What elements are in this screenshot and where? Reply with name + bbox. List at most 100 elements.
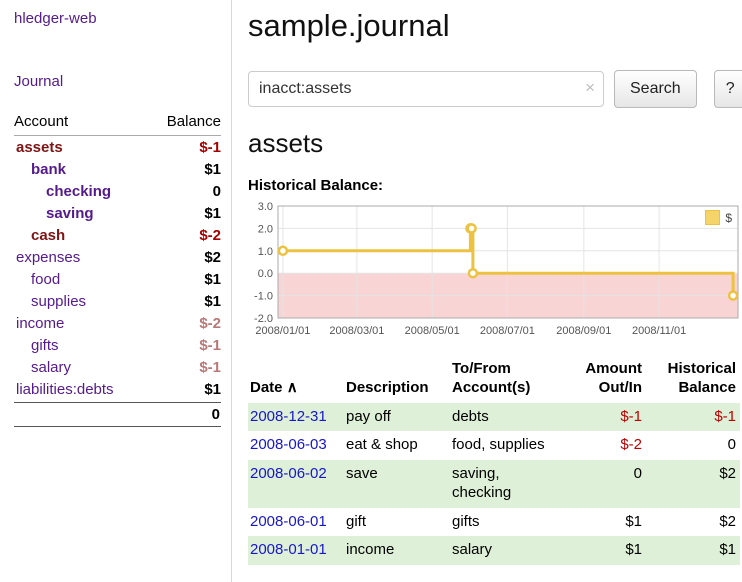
search-form: × Search ? — [248, 70, 742, 108]
transaction-date-link[interactable]: 2008-06-02 — [250, 464, 327, 482]
cell-historical-balance: $1 — [719, 541, 736, 558]
column-header-historical-balance: Historical Balance — [667, 360, 736, 396]
cell-accounts: saving, checking — [452, 464, 512, 502]
svg-text:1.0: 1.0 — [258, 246, 273, 258]
account-row: gifts $-1 — [14, 334, 221, 356]
sort-ascending-icon: ∧ — [286, 378, 298, 396]
clear-search-icon[interactable]: × — [585, 78, 595, 97]
cell-amount: $-1 — [620, 407, 642, 425]
register-header-row: Date ∧ Description To/From Account(s) Am… — [248, 358, 740, 403]
account-balance: $1 — [204, 380, 221, 398]
column-header-accounts: To/From Account(s) — [452, 360, 531, 396]
account-balance: $2 — [204, 248, 221, 266]
column-header-date[interactable]: Date ∧ — [250, 378, 298, 396]
svg-text:3.0: 3.0 — [258, 201, 273, 213]
cell-description: pay off — [346, 407, 391, 425]
svg-text:2.0: 2.0 — [258, 223, 273, 235]
cell-accounts: gifts — [452, 512, 480, 530]
cell-date: 2008-12-31 — [248, 403, 344, 432]
account-row: bank $1 — [14, 158, 221, 180]
search-input[interactable] — [248, 71, 604, 107]
sidebar-account-salary[interactable]: salary — [31, 358, 72, 376]
register-row[interactable]: 2008-06-03 eat & shop food, supplies $-2 0 — [248, 431, 740, 460]
search-button[interactable]: Search — [614, 70, 697, 108]
account-balance: 0 — [212, 182, 221, 200]
account-row: expenses $2 — [14, 246, 221, 268]
cell-historical-balance: $2 — [719, 512, 736, 530]
account-balance: $-1 — [199, 358, 221, 376]
main-content: sample.journal × Search ? assets Histori… — [248, 0, 742, 565]
sidebar-account-gifts[interactable]: gifts — [31, 336, 59, 354]
account-balance: $-1 — [199, 138, 221, 156]
sidebar-account-liabilities-debts[interactable]: liabilities:debts — [16, 380, 114, 398]
balance-chart: 3.0 2.0 1.0 0.0 -1.0 -2.0 2008/01/01 2008/03/01… — [248, 200, 740, 340]
register-row[interactable]: 2008-12-31 pay off debts $-1 $-1 — [248, 402, 740, 432]
cell-description: save — [346, 464, 378, 482]
account-balance: $-2 — [199, 226, 221, 244]
account-balance: $1 — [204, 270, 221, 288]
cell-description: eat & shop — [346, 436, 418, 453]
cell-date: 2008-06-03 — [248, 431, 344, 460]
svg-text:-1.0: -1.0 — [254, 291, 273, 303]
account-balance: $-2 — [199, 314, 221, 332]
chart-title: Historical Balance: — [248, 177, 384, 194]
register-table: Date ∧ Description To/From Account(s) Am… — [248, 358, 740, 565]
cell-date: 2008-06-01 — [248, 508, 344, 537]
svg-text:0.0: 0.0 — [258, 268, 273, 280]
sidebar-account-bank[interactable]: bank — [31, 160, 67, 178]
account-balance: $1 — [204, 204, 221, 222]
sidebar-account-cash[interactable]: cash — [31, 226, 66, 244]
total-row: 0 — [14, 402, 221, 427]
cell-date: 2008-01-01 — [248, 536, 344, 565]
account-row: liabilities:debts $1 — [14, 378, 221, 400]
series-swatch-icon — [705, 210, 721, 225]
account-row: supplies $1 — [14, 290, 221, 312]
cell-historical-balance: $-1 — [714, 407, 736, 425]
series-label: $ — [725, 210, 732, 225]
account-row: saving $1 — [14, 202, 221, 224]
svg-text:2008/11/01: 2008/11/01 — [632, 325, 686, 337]
account-balance: $1 — [204, 292, 221, 310]
account-rows: assets $-1 bank $1 checking 0 saving $1 cash $-2 e… — [14, 136, 221, 400]
cell-historical-balance: 0 — [727, 436, 736, 453]
cell-date: 2008-06-02 — [248, 460, 344, 508]
total-balance: 0 — [211, 406, 220, 423]
register-row[interactable]: 2008-06-02 save saving, checking 0 $2 — [248, 459, 740, 508]
column-header-amount: Amount Out/In — [585, 360, 642, 396]
transaction-date-link[interactable]: 2008-06-03 — [250, 436, 327, 453]
sidebar-account-assets[interactable]: assets — [16, 138, 63, 156]
cell-accounts: salary — [452, 541, 493, 558]
account-row: salary $-1 — [14, 356, 221, 378]
sidebar-account-expenses[interactable]: expenses — [16, 248, 81, 266]
chart-legend: $ — [702, 209, 735, 226]
svg-text:2008/05/01: 2008/05/01 — [405, 325, 460, 337]
brand-link[interactable]: hledger-web — [14, 10, 97, 27]
cell-accounts: food, supplies — [452, 436, 545, 453]
account-column-header: Account — [14, 113, 69, 130]
cell-amount: $-2 — [620, 436, 642, 453]
column-header-description: Description — [346, 378, 429, 396]
register-row[interactable]: 2008-06-01 gift gifts $1 $2 — [248, 508, 740, 537]
help-button[interactable]: ? — [713, 70, 742, 108]
sidebar-account-food[interactable]: food — [31, 270, 61, 288]
cell-amount: $1 — [625, 512, 642, 530]
account-row: income $-2 — [14, 312, 221, 334]
account-heading: assets — [248, 128, 324, 158]
account-tree: Account Balance assets $-1 bank $1 checking 0… — [14, 113, 221, 427]
sidebar-account-checking[interactable]: checking — [46, 182, 112, 200]
cell-historical-balance: $2 — [719, 464, 736, 482]
sidebar-account-saving[interactable]: saving — [46, 204, 94, 222]
account-row: food $1 — [14, 268, 221, 290]
transaction-date-link[interactable]: 2008-06-01 — [250, 512, 327, 530]
cell-accounts: debts — [452, 407, 489, 425]
account-balance: $-1 — [199, 336, 221, 354]
sidebar-account-supplies[interactable]: supplies — [31, 292, 87, 310]
transaction-date-link[interactable]: 2008-01-01 — [250, 541, 327, 558]
register-row[interactable]: 2008-01-01 income salary $1 $1 — [248, 536, 740, 565]
svg-text:-2.0: -2.0 — [254, 313, 273, 325]
sidebar-item-journal[interactable]: Journal — [14, 73, 64, 90]
sidebar-account-income[interactable]: income — [16, 314, 65, 332]
transaction-date-link[interactable]: 2008-12-31 — [250, 407, 327, 425]
account-row: assets $-1 — [14, 136, 221, 158]
